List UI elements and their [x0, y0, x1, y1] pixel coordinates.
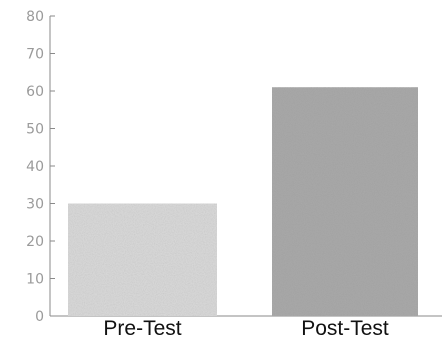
x-category-label: Pre-Test [103, 317, 181, 337]
y-tick-label: 50 [26, 122, 44, 138]
x-category-label: Post-Test [301, 317, 389, 337]
y-tick-label: 10 [26, 272, 44, 288]
y-tick-label: 60 [26, 84, 44, 100]
y-tick-label: 40 [26, 159, 44, 175]
bar-texture [68, 203, 217, 316]
y-tick-label: 20 [26, 234, 44, 250]
y-tick-label: 30 [26, 197, 44, 213]
y-tick-label: 80 [26, 9, 44, 25]
y-tick-label: 0 [35, 309, 44, 325]
bar-texture [272, 87, 418, 316]
plot-area: 0 10 20 30 40 50 60 70 80 Pre-Test Post-Test [26, 9, 442, 337]
y-tick-label: 70 [26, 47, 44, 63]
